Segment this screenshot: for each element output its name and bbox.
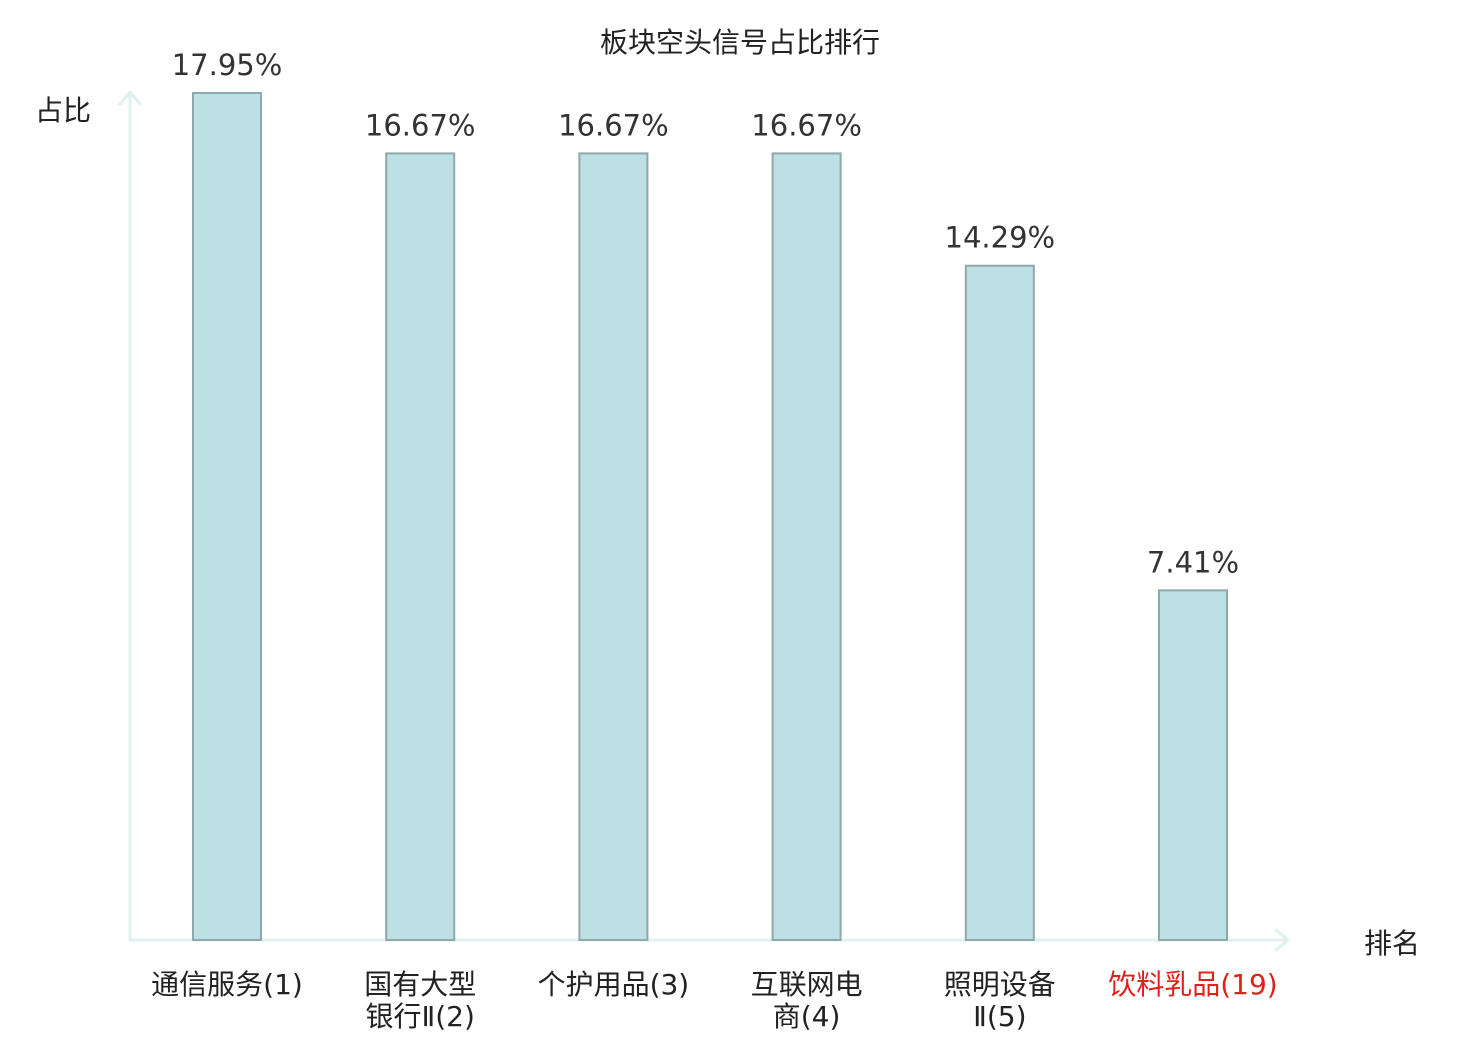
value-label-1: 17.95% bbox=[172, 48, 283, 82]
category-label-4-line-2: 商(4) bbox=[773, 1000, 841, 1033]
category-label-2-line-1: 国有大型 bbox=[364, 968, 476, 1001]
bars-group bbox=[192, 92, 1228, 942]
bar-1 bbox=[192, 92, 262, 941]
x-axis-label: 排名 bbox=[1364, 927, 1420, 960]
category-label-6: 饮料乳品(19) bbox=[1108, 968, 1277, 1001]
bar-4 bbox=[771, 152, 842, 942]
value-label-4: 16.67% bbox=[751, 108, 862, 142]
category-label-1: 通信服务(1) bbox=[151, 968, 303, 1001]
value-label-5: 14.29% bbox=[945, 221, 1056, 255]
y-axis-label: 占比 bbox=[35, 94, 91, 127]
category-label-5-line-1: 照明设备 bbox=[944, 968, 1056, 1001]
category-label-5-line-2: Ⅱ(5) bbox=[973, 1000, 1026, 1033]
value-label-6: 7.41% bbox=[1147, 545, 1239, 579]
category-label-2-line-2: 银行Ⅱ(2) bbox=[365, 1000, 474, 1033]
y-axis-line bbox=[118, 90, 142, 942]
chart-title: 板块空头信号占比排行 bbox=[600, 26, 880, 59]
value-label-3: 16.67% bbox=[558, 108, 669, 142]
bar-2 bbox=[385, 152, 456, 942]
bar-5 bbox=[964, 264, 1035, 941]
category-label-3: 个护用品(3) bbox=[538, 968, 690, 1001]
value-labels-group: 17.95% 16.67% 16.67% 16.67% 14.29% 7.41% bbox=[172, 48, 1239, 579]
x-axis-line bbox=[128, 928, 1290, 952]
category-label-4-line-1: 互联网电 bbox=[751, 968, 863, 1001]
bar-6 bbox=[1158, 589, 1228, 941]
value-label-2: 16.67% bbox=[365, 108, 476, 142]
bar-3 bbox=[578, 152, 649, 942]
